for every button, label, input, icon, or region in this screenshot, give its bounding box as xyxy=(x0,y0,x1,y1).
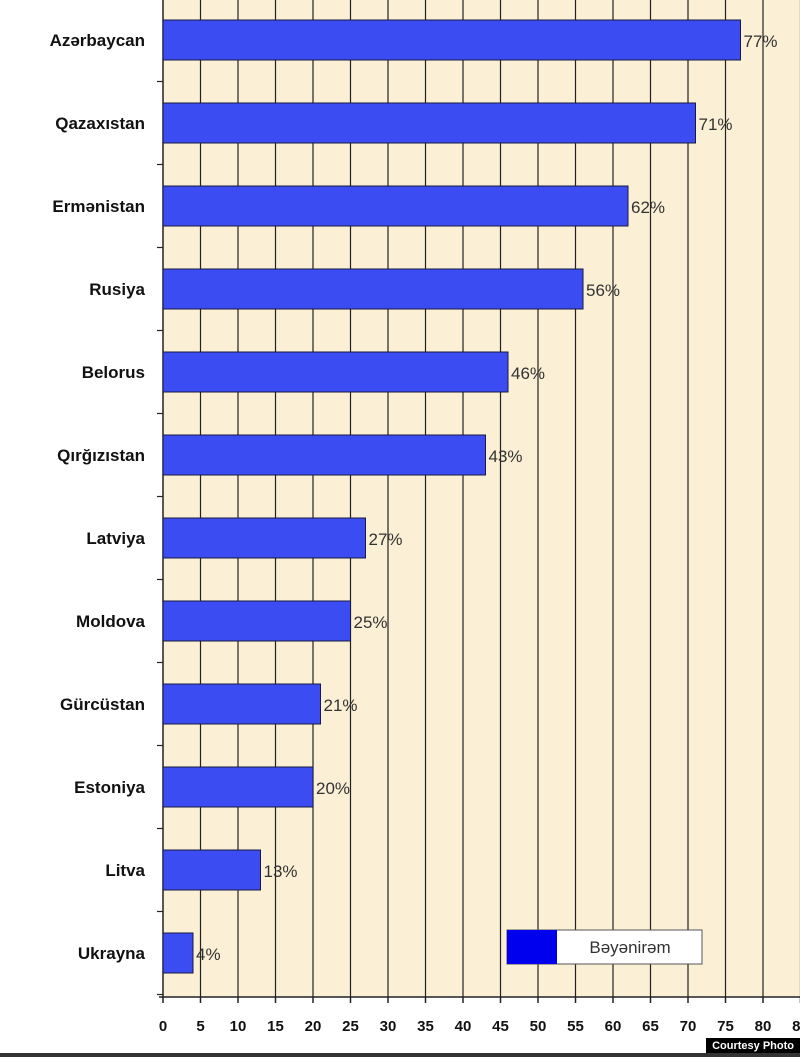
x-tick-label: 20 xyxy=(305,1018,322,1035)
bar xyxy=(162,19,741,61)
value-label: 4% xyxy=(196,945,221,964)
bar xyxy=(162,517,366,559)
category-label: Belorus xyxy=(82,363,145,382)
category-label: Qazaxıstan xyxy=(55,114,145,133)
category-label: Estoniya xyxy=(74,778,145,797)
x-tick-label: 5 xyxy=(196,1018,204,1035)
bar xyxy=(162,268,584,310)
x-tick-label: 25 xyxy=(342,1018,359,1035)
x-tick-label: 50 xyxy=(530,1018,547,1035)
bar xyxy=(162,932,194,974)
x-tick-label: 60 xyxy=(605,1018,622,1035)
bar xyxy=(162,849,261,891)
x-tick-label: 80 xyxy=(755,1018,772,1035)
legend: Bəyənirəm xyxy=(506,929,703,965)
category-label: Ukrayna xyxy=(78,944,146,963)
category-label: Moldova xyxy=(76,612,145,631)
value-label: 21% xyxy=(324,696,358,715)
x-tick-label: 40 xyxy=(455,1018,472,1035)
category-label: Azərbaycan xyxy=(50,31,145,50)
value-label: 62% xyxy=(631,198,665,217)
value-label: 20% xyxy=(316,779,350,798)
bar xyxy=(162,185,629,227)
value-label: 25% xyxy=(354,613,388,632)
bar xyxy=(162,600,351,642)
legend-swatch xyxy=(507,930,557,964)
bar xyxy=(162,102,696,144)
bar xyxy=(162,434,486,476)
value-label: 13% xyxy=(264,862,298,881)
bottom-border xyxy=(0,1053,800,1057)
x-tick-label: 85 xyxy=(792,1018,800,1035)
bar xyxy=(162,351,509,393)
x-tick-label: 30 xyxy=(380,1018,397,1035)
value-label: 43% xyxy=(489,447,523,466)
x-tick-label: 45 xyxy=(492,1018,509,1035)
photo-credit: Courtesy Photo xyxy=(706,1038,800,1057)
x-tick-label: 65 xyxy=(642,1018,659,1035)
bar xyxy=(162,683,321,725)
category-label: Qırğızıstan xyxy=(57,446,145,465)
plot-background xyxy=(163,0,800,997)
x-tick-label: 55 xyxy=(567,1018,584,1035)
category-label: Rusiya xyxy=(89,280,145,299)
value-label: 56% xyxy=(586,281,620,300)
category-label: Latviya xyxy=(86,529,145,548)
value-label: 77% xyxy=(744,32,778,51)
value-label: 71% xyxy=(699,115,733,134)
category-label: Gürcüstan xyxy=(60,695,145,714)
x-tick-label: 10 xyxy=(230,1018,247,1035)
x-tick-label: 70 xyxy=(680,1018,697,1035)
x-tick-label: 0 xyxy=(159,1018,167,1035)
category-label: Litva xyxy=(105,861,145,880)
x-tick-label: 75 xyxy=(717,1018,734,1035)
value-label: 27% xyxy=(369,530,403,549)
x-tick-label: 15 xyxy=(267,1018,284,1035)
x-tick-label: 35 xyxy=(417,1018,434,1035)
legend-label: Bəyənirəm xyxy=(589,938,670,957)
value-label: 46% xyxy=(511,364,545,383)
bar xyxy=(162,766,314,808)
category-label: Ermənistan xyxy=(52,197,145,216)
